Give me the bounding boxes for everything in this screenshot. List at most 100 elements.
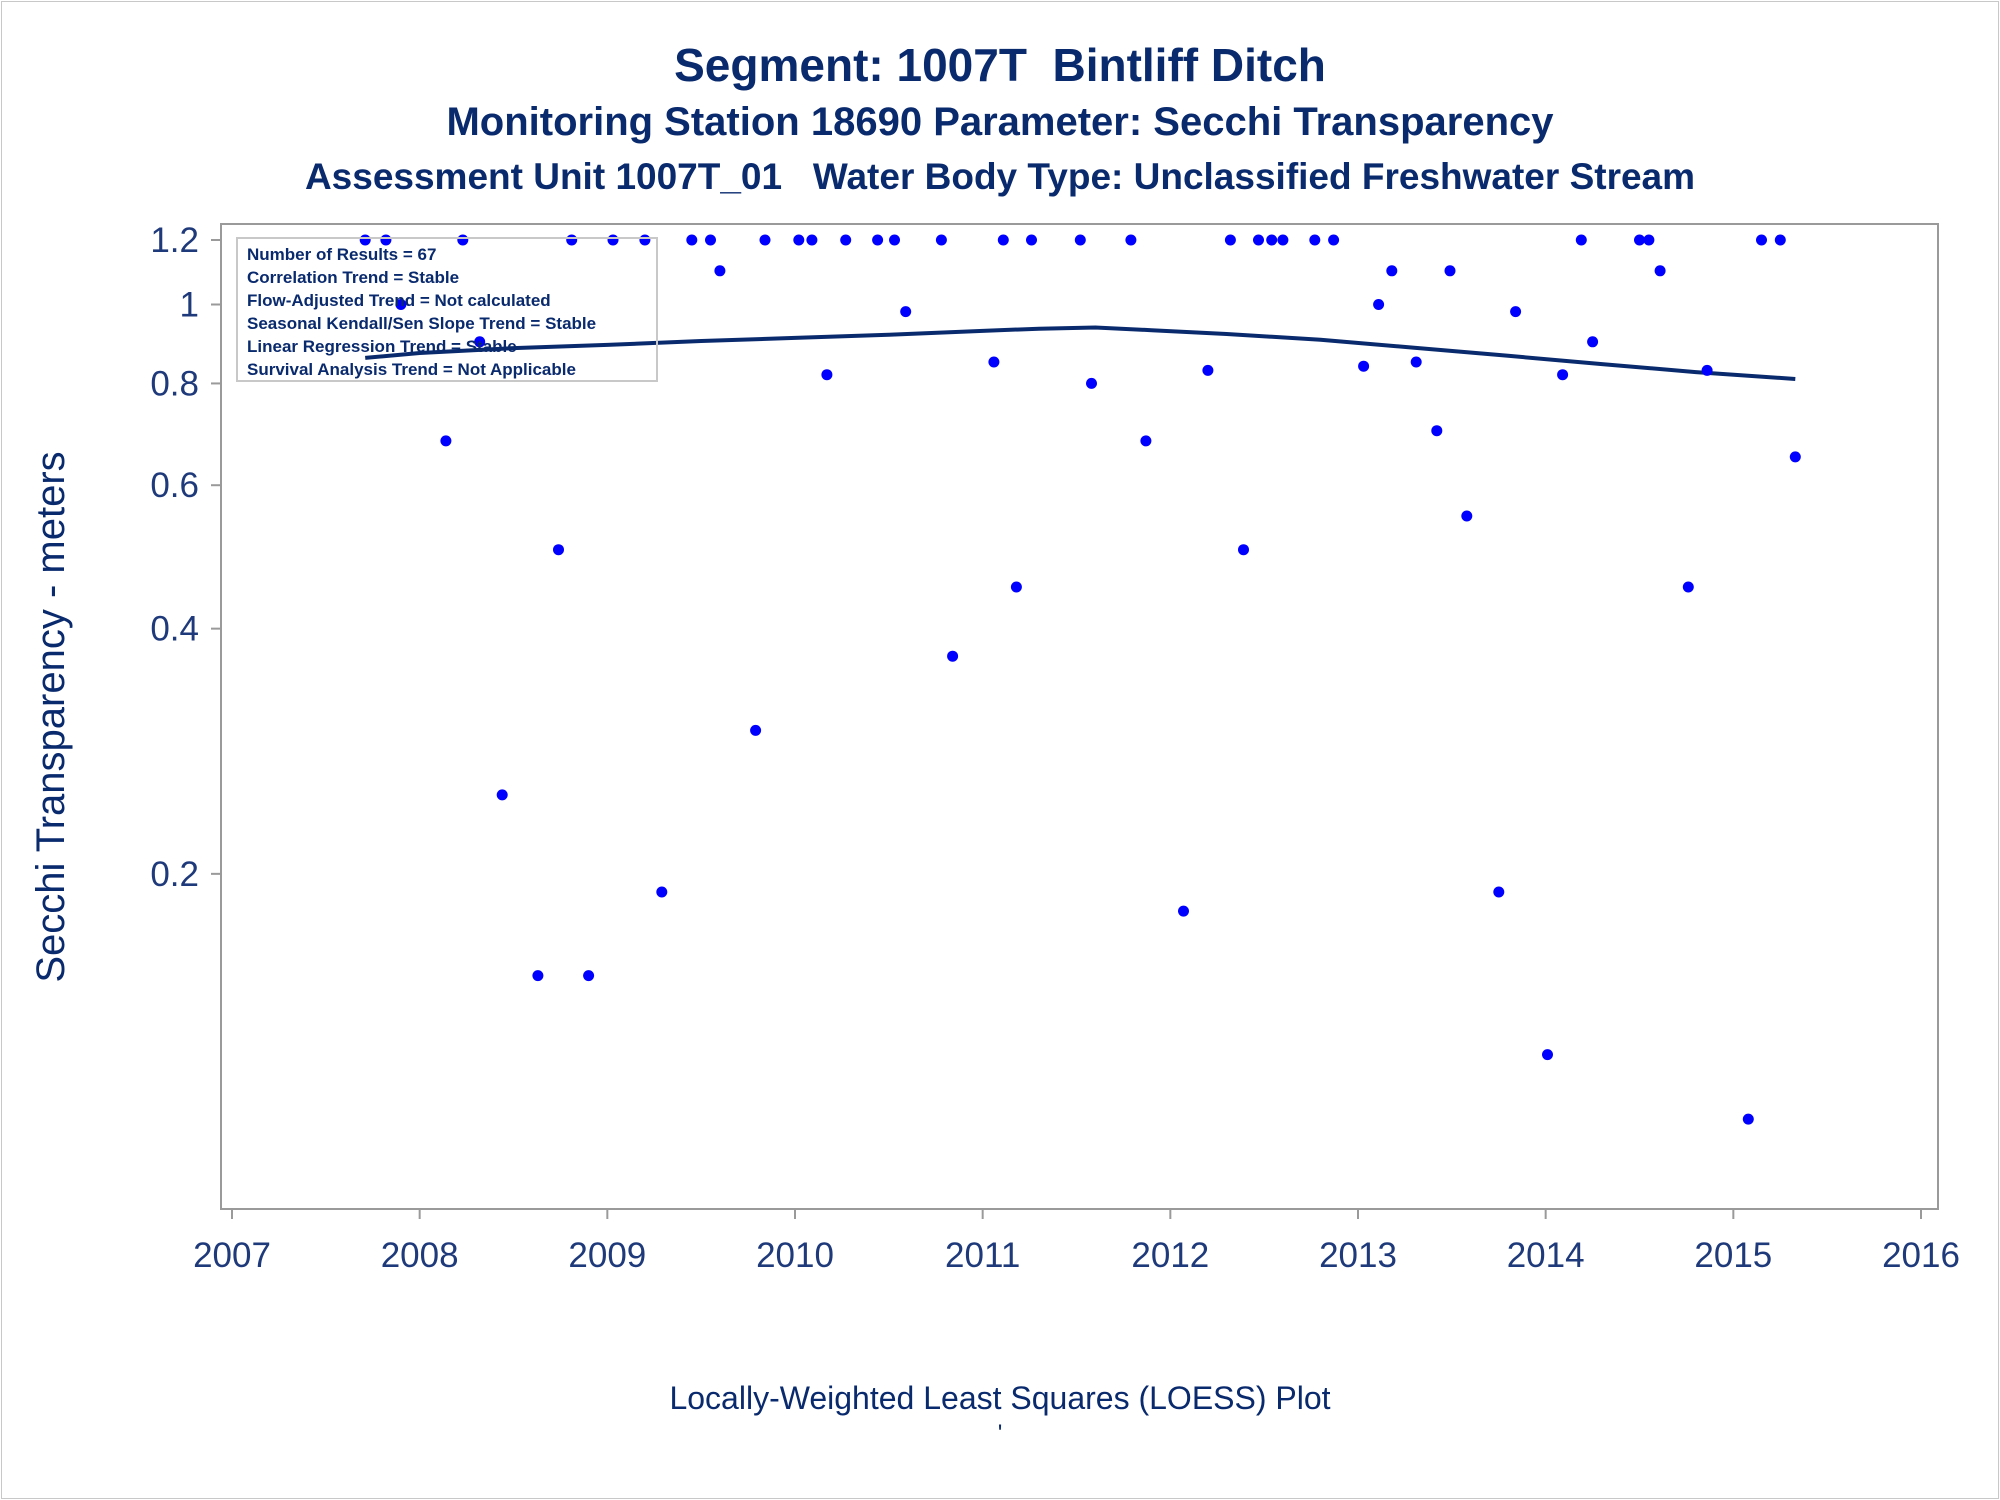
- x-tick-label: 2013: [1319, 1236, 1397, 1275]
- info-box-frame: [236, 237, 658, 382]
- x-axis: 2007 2008 2009 2010 2011 2012 2013 2014 2015 2016: [193, 1209, 1960, 1275]
- data-point: [1493, 886, 1505, 898]
- x-tick-label: 2011: [945, 1236, 1020, 1275]
- data-point: [714, 265, 726, 277]
- data-point: [1575, 234, 1587, 246]
- data-point: [553, 544, 564, 556]
- data-point: [395, 299, 407, 310]
- data-point: [1461, 510, 1473, 522]
- y-tick-label: 0.4: [150, 610, 199, 649]
- info-box-line: Flow-Adjusted Trend = Not calculated: [247, 291, 551, 310]
- data-point: [359, 234, 371, 246]
- data-point: [947, 650, 959, 662]
- data-point: [532, 970, 544, 982]
- data-point: [806, 234, 818, 246]
- data-point: [1542, 1049, 1553, 1061]
- data-point: [900, 306, 912, 318]
- data-point: [1074, 234, 1086, 246]
- data-point: [889, 234, 900, 246]
- x-tick-label: 2014: [1507, 1236, 1585, 1275]
- data-point: [1410, 356, 1422, 368]
- data-point: [705, 234, 716, 246]
- data-point: [566, 234, 578, 246]
- data-point: [1373, 299, 1385, 310]
- x-tick-label: 2009: [568, 1236, 646, 1275]
- data-point: [440, 435, 452, 447]
- data-point: [1557, 369, 1569, 381]
- data-point: [1654, 265, 1666, 277]
- x-tick-label: 2016: [1882, 1236, 1960, 1275]
- trend-info-box: Number of Results = 67 Correlation Trend …: [236, 237, 658, 382]
- data-point: [1774, 234, 1786, 246]
- x-tick-label: 2008: [381, 1236, 459, 1275]
- y-tick-label: 1: [180, 285, 199, 324]
- data-point: [1742, 1113, 1754, 1125]
- data-point: [1510, 306, 1522, 318]
- data-point: [1224, 234, 1236, 246]
- data-point: [1587, 336, 1599, 348]
- data-point: [1682, 581, 1694, 593]
- data-point: [583, 970, 595, 982]
- data-point: [1086, 377, 1097, 389]
- y-axis: 0.2 0.4 0.6 0.8 1 1.2: [150, 221, 221, 894]
- chart-subtitle: Monitoring Station 18690 Parameter: Secc…: [446, 100, 1554, 144]
- data-point: [1125, 234, 1137, 246]
- y-tick-label: 1.2: [150, 221, 199, 260]
- y-axis-label: Secchi Transparency - meters: [29, 451, 73, 982]
- chart-title: Segment: 1007T Bintliff Ditch: [674, 39, 1326, 91]
- info-box-line: Number of Results = 67: [247, 245, 436, 264]
- data-point: [750, 724, 762, 736]
- data-point: [1026, 234, 1037, 246]
- data-point: [1328, 234, 1340, 246]
- data-point: [639, 234, 651, 246]
- data-point: [997, 234, 1009, 246]
- data-point: [1701, 364, 1713, 376]
- data-point: [1238, 544, 1249, 556]
- plot-area: [220, 223, 1939, 1210]
- info-box-line: Seasonal Kendall/Sen Slope Trend = Stabl…: [247, 314, 596, 333]
- info-box-line: Correlation Trend = Stable: [247, 268, 459, 287]
- data-point: [607, 234, 619, 246]
- data-point: [380, 234, 392, 246]
- data-point: [759, 234, 771, 246]
- data-point: [1643, 234, 1655, 246]
- y-tick-label: 0.8: [150, 364, 199, 403]
- data-point: [1386, 265, 1398, 277]
- data-point: [1444, 265, 1456, 277]
- data-point: [1140, 435, 1152, 447]
- data-point: [656, 886, 668, 898]
- data-point: [496, 789, 508, 801]
- x-tick-label: 2010: [756, 1236, 834, 1275]
- data-point: [840, 234, 852, 246]
- data-point: [1178, 905, 1189, 917]
- footnote: Locally-Weighted Least Squares (LOESS) P…: [669, 1380, 1331, 1416]
- loess-trend-line: [365, 325, 1796, 381]
- data-point: [1789, 451, 1801, 463]
- data-point: [1202, 364, 1214, 376]
- info-box-line: Survival Analysis Trend = Not Applicable: [247, 360, 576, 379]
- data-point: [821, 369, 833, 381]
- data-point: [686, 234, 698, 246]
- data-point: [1266, 234, 1278, 246]
- data-point: [474, 336, 486, 348]
- data-point: [457, 234, 469, 246]
- info-box-line: Linear Regression Trend = Stable: [247, 337, 517, 356]
- data-point: [872, 234, 884, 246]
- x-tick-label: 2015: [1694, 1236, 1772, 1275]
- data-point: [1634, 234, 1645, 246]
- data-point: [935, 234, 947, 246]
- data-point: [1358, 360, 1370, 372]
- footnote-mark: ': [997, 1420, 1003, 1447]
- data-point: [1277, 234, 1289, 246]
- chart-subtitle-2: Assessment Unit 1007T_01 Water Body Type…: [304, 156, 1696, 197]
- data-points: [359, 234, 1801, 1125]
- data-point: [988, 356, 1000, 368]
- x-tick-label: 2007: [193, 1236, 271, 1275]
- y-tick-label: 0.2: [150, 855, 199, 894]
- data-point: [1756, 234, 1767, 246]
- y-tick-label: 0.6: [150, 466, 199, 505]
- data-point: [1309, 234, 1321, 246]
- x-tick-label: 2012: [1131, 1236, 1209, 1275]
